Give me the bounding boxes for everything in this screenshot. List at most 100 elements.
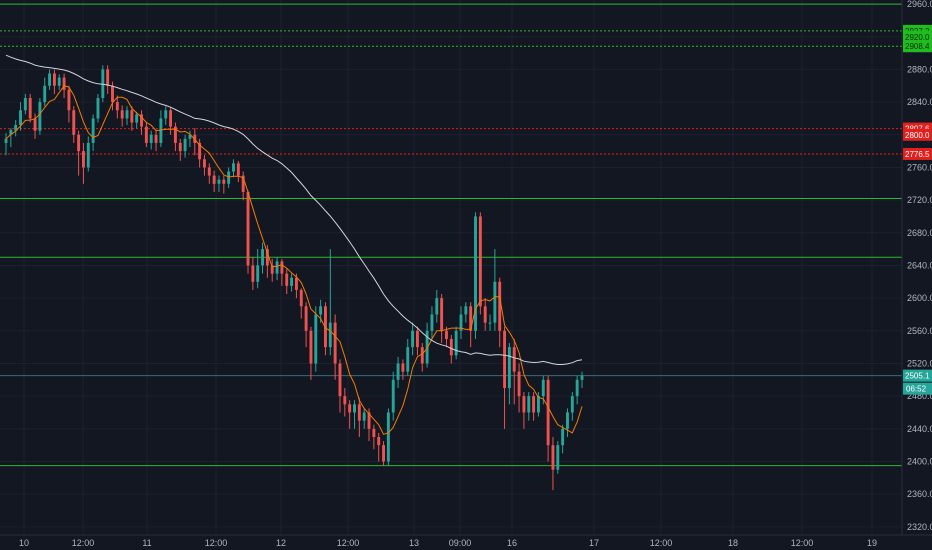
candle (314, 306, 318, 372)
candle-body (81, 151, 85, 168)
candle (241, 171, 245, 201)
candle (275, 257, 279, 281)
candle (493, 249, 497, 331)
candle (144, 122, 148, 148)
candle-body (367, 412, 371, 429)
candle-body (120, 110, 124, 119)
candle-body (566, 412, 569, 429)
candle (203, 155, 206, 176)
candle-body (522, 396, 526, 413)
candle (469, 302, 473, 348)
candle-body (125, 110, 129, 119)
candle-body (294, 277, 298, 290)
candle-body (212, 175, 216, 184)
candle-body (415, 330, 419, 348)
candle-body (454, 330, 458, 356)
y-tick-label: 2840.0 (907, 97, 932, 107)
candle-body (14, 124, 18, 131)
price-tags: 2927.22920.02908.42807.62800.02776.52505… (903, 24, 932, 395)
candle-body (488, 322, 492, 324)
candle-body (86, 142, 90, 168)
candle (570, 392, 574, 421)
candle-body (38, 102, 42, 131)
candle-body (144, 126, 148, 143)
candle (43, 77, 47, 107)
candle-body (28, 98, 32, 119)
candle-body (48, 73, 52, 86)
candle-body (115, 102, 119, 111)
y-tick-label: 2880.0 (907, 64, 932, 74)
candle-body (440, 298, 444, 331)
candle (188, 130, 192, 148)
y-tick-label: 2560.0 (907, 326, 932, 336)
candle-body (324, 306, 327, 348)
candle-body (469, 306, 473, 331)
candle-body (474, 216, 477, 331)
candle (169, 107, 173, 135)
candle-body (154, 134, 158, 143)
level-tag-red-bg (903, 147, 932, 160)
candle (91, 114, 95, 152)
candle (256, 249, 260, 289)
candle (265, 245, 269, 278)
candle-body (188, 134, 192, 139)
candle-body (135, 114, 139, 123)
level-tag-red-bg (903, 128, 932, 141)
candle-body (169, 110, 173, 127)
candle-body (4, 138, 8, 143)
x-tick-label: 12:00 (650, 538, 673, 548)
x-tick-label: 18 (728, 538, 738, 548)
current-price-tag: 2505.1 (905, 372, 930, 381)
candle (125, 106, 129, 125)
level-tag-red: 2800.0 (905, 131, 930, 140)
candle (498, 277, 502, 348)
candle-body (319, 306, 323, 315)
candle-body (314, 314, 318, 364)
x-tick-label: 17 (589, 538, 599, 548)
candle (154, 129, 158, 152)
candle-body (435, 298, 439, 315)
y-tick-label: 2400.0 (907, 456, 932, 466)
candle-body (304, 306, 308, 331)
candle (580, 371, 584, 388)
time-axis[interactable]: 10 12:00 11 12:00 12 12:00 13 09:00 16 17 12:00 18 1… (19, 538, 877, 548)
candle (140, 110, 143, 135)
level-tag-green-bg (903, 40, 932, 53)
candle (212, 170, 216, 192)
candle (551, 436, 555, 491)
y-tick-label: 2480.0 (907, 391, 932, 401)
candle-body (507, 347, 511, 388)
candle (512, 338, 516, 405)
candle-body (130, 110, 134, 123)
candle (561, 424, 565, 454)
candle (377, 432, 381, 462)
x-tick-label: 09:00 (449, 538, 472, 548)
candle-body (23, 98, 27, 111)
candle (198, 138, 202, 168)
candle-body (338, 363, 342, 397)
level-tag-green-bg (903, 30, 932, 43)
candle-body (207, 167, 211, 176)
candle (532, 392, 536, 421)
candle-body (33, 118, 37, 131)
candle (149, 130, 153, 150)
candle-body (362, 412, 366, 421)
candle-body (275, 261, 279, 274)
candle-body (173, 126, 177, 143)
candle-body (236, 163, 240, 176)
candle (406, 338, 410, 376)
candle-body (372, 428, 376, 437)
candle (348, 400, 352, 429)
candle (391, 371, 395, 421)
candle (454, 326, 458, 360)
candle (556, 441, 560, 474)
candle-body (203, 159, 206, 168)
current-price-tag-bg (903, 369, 932, 382)
candle-body (512, 347, 516, 372)
x-tick-label: 11 (142, 538, 151, 548)
candle-body (261, 249, 264, 266)
candle-body (411, 330, 415, 348)
y-tick-label: 2520.0 (907, 358, 932, 368)
